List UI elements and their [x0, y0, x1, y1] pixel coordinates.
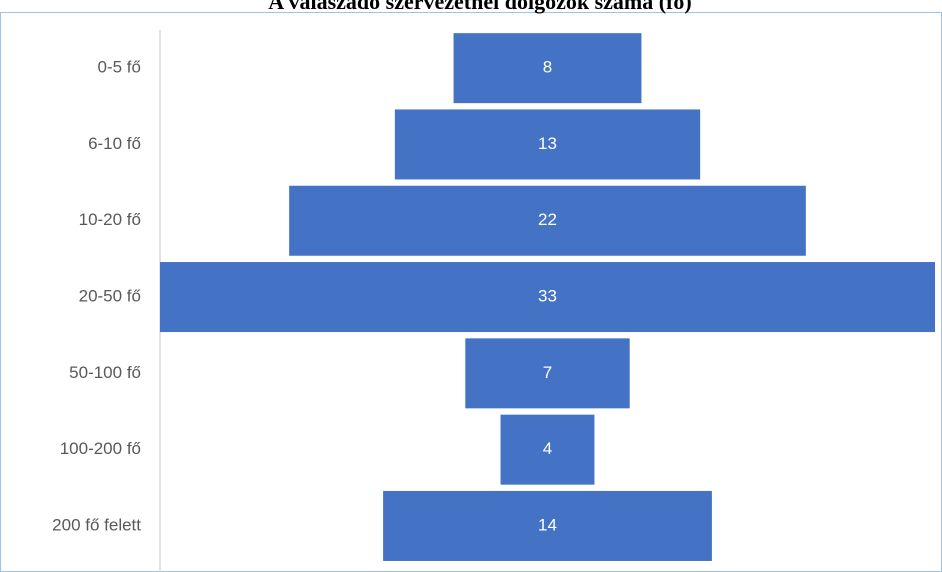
bar [500, 414, 595, 485]
value-label: 4 [543, 439, 552, 458]
value-label: 33 [538, 287, 557, 306]
value-label: 22 [538, 210, 557, 229]
category-label: 20-50 fő [79, 287, 141, 306]
category-label: 200 fő felett [52, 515, 141, 534]
category-label: 0-5 fő [98, 58, 141, 77]
chart-title: A válaszadó szervezetnél dolgozók száma … [268, 0, 691, 14]
value-label: 7 [543, 363, 552, 382]
category-label: 10-20 fő [79, 210, 141, 229]
bar [160, 262, 935, 333]
category-label: 6-10 fő [88, 134, 141, 153]
category-label: 100-200 fő [60, 439, 141, 458]
bar [289, 185, 806, 256]
bar [383, 490, 712, 561]
category-label: 50-100 fő [69, 363, 141, 382]
bar [465, 338, 630, 409]
value-label: 13 [538, 134, 557, 153]
bar [453, 33, 642, 104]
bar [394, 109, 701, 180]
value-label: 8 [543, 58, 552, 77]
value-label: 14 [538, 515, 557, 534]
